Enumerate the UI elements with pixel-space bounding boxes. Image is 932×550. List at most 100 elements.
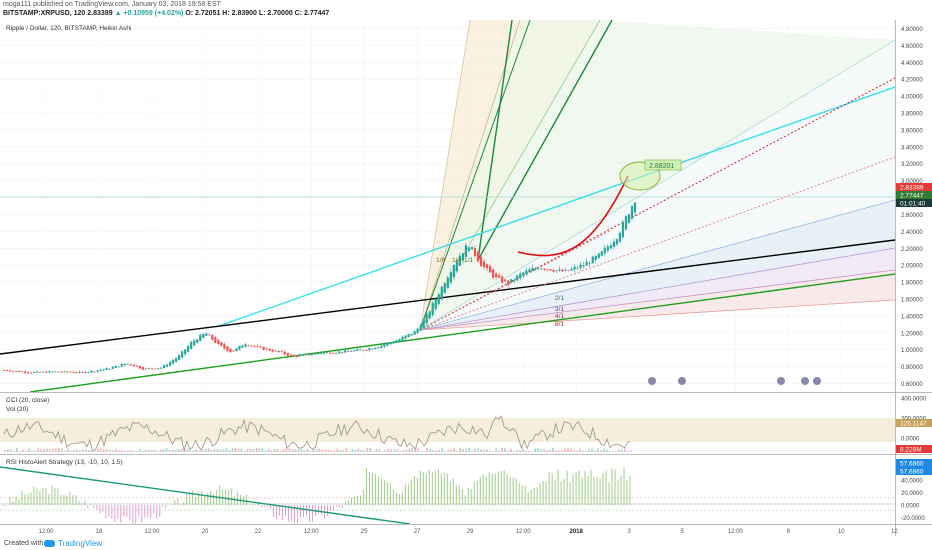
- candle-body: [250, 345, 253, 347]
- volume-bar: [579, 448, 581, 452]
- candle-body: [570, 268, 573, 271]
- candle-body: [380, 345, 383, 348]
- fan-ray[interactable]: [419, 299, 895, 331]
- candle-body: [576, 267, 579, 269]
- red-dotted-line[interactable]: [419, 77, 895, 331]
- candle-body: [443, 283, 446, 293]
- candle-body: [138, 365, 141, 369]
- volume-bar: [315, 449, 318, 452]
- rsi-axis[interactable]: 40.0000 20.0000 0.0000 -20.0000: [901, 479, 925, 523]
- volume-bar: [504, 448, 507, 452]
- volume-bar: [372, 450, 375, 452]
- price-tick-label: 1.40000: [901, 314, 923, 320]
- candle-body: [229, 348, 232, 353]
- tradingview-logo-icon[interactable]: [44, 540, 55, 547]
- cci-line[interactable]: [3, 415, 631, 453]
- volume-bar: [603, 448, 605, 452]
- fan-ray[interactable]: [419, 199, 895, 331]
- cci-value-badge-text: 125.1147: [900, 421, 927, 428]
- candle-body: [558, 269, 561, 271]
- candle-body: [510, 279, 513, 283]
- steep-trendline[interactable]: [477, 20, 613, 261]
- volume-bar: [426, 448, 429, 452]
- rsi-trendline[interactable]: [0, 466, 411, 524]
- candle-body: [419, 325, 422, 331]
- red-dotted-line[interactable]: [419, 156, 895, 331]
- event-marker-icon[interactable]: [801, 377, 809, 385]
- rsi-tick-label: 20.0000: [901, 491, 923, 497]
- volume-bar: [399, 450, 402, 452]
- candle-body: [147, 368, 151, 370]
- event-marker-icon[interactable]: [777, 377, 785, 385]
- event-marker-icon[interactable]: [648, 377, 656, 385]
- red-dotted-line[interactable]: [419, 229, 613, 331]
- candle-body: [57, 371, 60, 373]
- parabolic-arc[interactable]: [517, 175, 629, 257]
- time-tick-label: 18: [96, 529, 103, 535]
- volume-bar: [21, 449, 24, 452]
- candle-body: [492, 269, 495, 278]
- candle-body: [386, 342, 389, 346]
- vol-pane-title: Vol (20): [6, 406, 28, 413]
- volume-bar: [120, 450, 123, 452]
- volume-bar: [618, 449, 620, 452]
- candle-body: [316, 353, 320, 355]
- fan-label-2-1: 2/1: [555, 295, 564, 302]
- volume-bar: [99, 448, 102, 452]
- candle-body: [226, 346, 229, 352]
- volume-bar: [351, 448, 354, 452]
- steep-trendline[interactable]: [419, 20, 531, 331]
- price-tick-label: 4.40000: [901, 61, 923, 67]
- candle-body: [174, 357, 178, 362]
- volume-bar: [213, 448, 216, 452]
- candle-body: [277, 350, 280, 353]
- candle-body: [244, 344, 247, 347]
- volume-bar: [627, 450, 629, 452]
- candle-body: [350, 351, 353, 352]
- price-tick-label: 2.40000: [901, 230, 923, 236]
- volume-bar: [588, 448, 590, 452]
- event-marker-icon[interactable]: [678, 377, 686, 385]
- candle-body: [220, 342, 223, 347]
- candle-body: [437, 294, 440, 305]
- volume-bar: [216, 448, 219, 452]
- volume-bar: [123, 450, 126, 452]
- steep-trendline[interactable]: [477, 20, 513, 261]
- volume-bar: [39, 449, 42, 452]
- price-tick-label: 2.60000: [901, 213, 923, 219]
- footer-brand[interactable]: TradingView: [58, 539, 103, 548]
- volume-bar: [462, 448, 465, 452]
- candle-body: [356, 349, 359, 351]
- fan-ray[interactable]: [419, 269, 895, 331]
- fan-ray[interactable]: [419, 20, 521, 331]
- rsi-indicator: [0, 466, 895, 524]
- volume-bar: [174, 449, 177, 452]
- candle-body: [322, 352, 326, 354]
- volume-bar: [387, 448, 390, 452]
- fan-ray[interactable]: [419, 20, 471, 331]
- candle-body: [383, 344, 386, 347]
- volume-bar: [75, 449, 78, 452]
- candle-body: [401, 336, 404, 341]
- volume-bar: [465, 448, 468, 452]
- rsi-tick-label: 40.0000: [901, 479, 923, 485]
- time-axis[interactable]: 12:00 18 12:00 20 22 12:00 25 27 29 12:00 2018 3 5 12…: [38, 529, 898, 535]
- candle-body: [2, 370, 6, 371]
- green-trendline[interactable]: [29, 273, 895, 392]
- candle-body: [310, 354, 314, 356]
- symbol-name[interactable]: BITSTAMP:XRPUSD, 120: [3, 10, 86, 17]
- volume-bar: [105, 448, 108, 452]
- black-trendline[interactable]: [0, 239, 895, 355]
- time-tick-label: 12:00: [304, 529, 320, 535]
- volume-bar: [18, 450, 21, 452]
- candle-body: [247, 345, 250, 347]
- event-marker-icon[interactable]: [813, 377, 821, 385]
- cyan-trendline[interactable]: [215, 86, 895, 328]
- fan-ray[interactable]: [419, 247, 895, 331]
- fan-ray[interactable]: [419, 39, 895, 331]
- volume-bar: [477, 448, 480, 452]
- fan-label-1-1: 1/1: [464, 257, 473, 264]
- candle-body: [5, 370, 9, 371]
- volume-bar: [480, 449, 483, 452]
